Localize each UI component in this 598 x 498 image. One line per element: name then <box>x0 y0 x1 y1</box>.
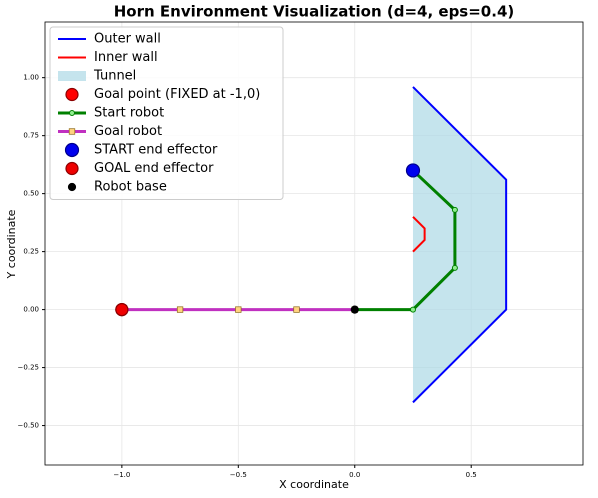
x-tick-label: −1.0 <box>113 471 130 479</box>
legend-label: START end effector <box>94 143 218 158</box>
legend-swatch <box>67 182 77 192</box>
x-axis-label: X coordinate <box>279 478 349 491</box>
point <box>350 305 359 314</box>
marker <box>451 264 458 271</box>
tunnel-area <box>412 86 507 403</box>
x-tick-label: 0.5 <box>466 471 477 479</box>
x-tick-label: −0.5 <box>230 471 247 479</box>
x-tick-label: 0.0 <box>349 471 360 479</box>
legend-label: Goal robot <box>94 124 162 139</box>
legend-label: Start robot <box>94 106 164 121</box>
series-line <box>412 216 426 253</box>
chart-title: Horn Environment Visualization (d=4, eps… <box>114 3 514 21</box>
marker <box>409 306 416 313</box>
legend-label: Outer wall <box>94 32 161 47</box>
legend-label: Inner wall <box>94 50 158 65</box>
y-tick-label: 0.75 <box>23 132 39 140</box>
legend-box <box>49 26 284 200</box>
legend-label: Robot base <box>94 180 167 195</box>
y-tick-label: −0.50 <box>18 422 39 430</box>
point <box>115 303 129 317</box>
y-tick-label: 0.00 <box>23 306 39 314</box>
legend-label: Tunnel <box>93 69 136 84</box>
marker <box>293 306 300 313</box>
legend-label: GOAL end effector <box>94 161 214 176</box>
marker <box>68 128 76 135</box>
legend-swatch <box>65 161 79 176</box>
legend-swatch <box>58 71 86 81</box>
y-axis-label: Y coordinate <box>5 209 18 279</box>
series-line <box>412 86 508 404</box>
marker <box>451 206 458 213</box>
marker <box>176 306 184 313</box>
y-tick-label: 0.25 <box>23 248 39 256</box>
legend-swatch <box>64 142 80 158</box>
point <box>405 163 421 178</box>
legend-label: Goal point (FIXED at -1,0) <box>94 87 260 102</box>
y-tick-label: 0.50 <box>23 190 39 198</box>
legend: Outer wall Inner wall Tunnel Goal point (FI… <box>49 26 284 200</box>
marker <box>69 110 75 116</box>
plot-frame <box>44 21 584 466</box>
y-tick-label: 1.00 <box>23 74 39 82</box>
y-tick-label: −0.25 <box>18 364 39 372</box>
legend-swatch <box>65 87 79 102</box>
marker <box>235 306 242 313</box>
